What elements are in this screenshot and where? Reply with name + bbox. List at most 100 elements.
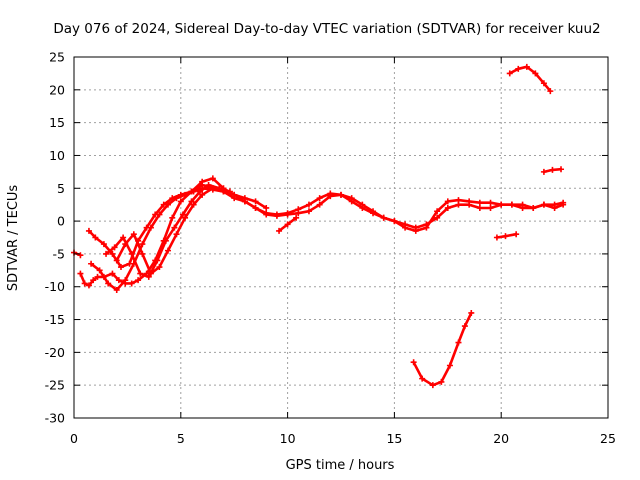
plot-frame: [73, 56, 609, 419]
y-tick-label: -20: [45, 345, 65, 360]
data-point: [284, 210, 291, 217]
data-point: [156, 264, 163, 271]
data-point: [88, 260, 95, 267]
data-point: [519, 201, 526, 208]
y-tick-label: -10: [45, 279, 65, 294]
y-axis-label: SDTVAR / TECUs: [6, 185, 21, 292]
data-point: [434, 208, 441, 215]
data-point: [90, 277, 97, 284]
data-point: [209, 185, 216, 192]
data-point: [316, 195, 323, 202]
data-point: [113, 257, 120, 264]
x-tick-label: 20: [493, 431, 509, 446]
axis-ticks: 0 5 10 15 20 25 -30 -25 -20 -15 -10 -5 0 5 10 15 20 25: [45, 50, 616, 447]
data-point: [391, 218, 398, 225]
data-point: [177, 191, 184, 198]
data-point: [117, 264, 124, 271]
data-point: [226, 188, 233, 195]
data-point: [419, 375, 426, 382]
data-point: [94, 273, 101, 280]
data-point: [466, 198, 473, 205]
data-point: [348, 198, 355, 205]
data-point: [103, 250, 110, 257]
chart-title: Day 076 of 2024, Sidereal Day-to-day VTE…: [53, 21, 600, 37]
data-point: [276, 227, 283, 234]
data-point: [241, 195, 248, 202]
series-track-h: [410, 309, 475, 389]
data-point: [461, 323, 468, 330]
data-point: [359, 204, 366, 211]
data-point: [190, 201, 197, 208]
data-point: [182, 214, 189, 221]
data-point: [305, 201, 312, 208]
data-point: [177, 198, 184, 205]
data-point: [252, 198, 259, 205]
data-point: [135, 277, 142, 284]
data-point: [173, 231, 180, 238]
data-point: [305, 208, 312, 215]
data-point: [558, 166, 565, 173]
data-point: [77, 270, 84, 277]
data-point: [487, 199, 494, 206]
x-tick-label: 15: [386, 431, 402, 446]
data-point: [145, 273, 152, 280]
data-point: [109, 270, 116, 277]
data-point: [493, 234, 500, 241]
y-tick-label: -25: [45, 378, 65, 393]
x-tick-label: 25: [600, 431, 616, 446]
data-point: [263, 210, 270, 217]
data-point: [81, 280, 88, 287]
series-track-g: [276, 214, 300, 234]
data-point: [231, 191, 238, 198]
data-point: [547, 88, 554, 95]
y-tick-label: 5: [57, 181, 65, 196]
data-point: [199, 191, 206, 198]
data-point: [111, 244, 118, 251]
data-point: [160, 201, 167, 208]
data-point: [549, 166, 556, 173]
data-point: [455, 197, 462, 204]
series-line: [508, 65, 552, 93]
data-point: [85, 282, 92, 289]
data-point: [410, 359, 417, 366]
data-point: [380, 214, 387, 221]
series-line: [412, 311, 473, 387]
data-point: [169, 214, 176, 221]
data-point: [532, 70, 539, 77]
data-point: [96, 267, 103, 274]
data-point: [171, 224, 178, 231]
data-point: [139, 241, 146, 248]
data-point: [412, 227, 419, 234]
y-tick-label: 15: [49, 115, 65, 130]
data-point: [252, 204, 259, 211]
data-point: [220, 188, 227, 195]
x-tick-label: 0: [70, 431, 78, 446]
data-point: [338, 191, 344, 198]
data-point: [205, 181, 212, 188]
data-point: [209, 175, 216, 182]
data-point: [540, 80, 547, 87]
data-point: [551, 204, 558, 211]
data-point: [284, 221, 291, 228]
data-point: [179, 211, 186, 218]
data-point: [197, 188, 204, 195]
data-point: [327, 190, 334, 197]
data-point: [122, 277, 129, 284]
data-point: [455, 339, 462, 346]
data-point: [188, 188, 195, 195]
x-tick-label: 10: [280, 431, 296, 446]
data-point: [476, 204, 483, 211]
data-point: [423, 224, 430, 231]
data-point: [139, 250, 146, 257]
data-point: [370, 210, 377, 217]
data-point: [85, 227, 92, 234]
data-point: [434, 214, 441, 221]
data-point: [429, 382, 436, 389]
data-point: [508, 201, 515, 208]
data-point: [502, 233, 509, 240]
series-track-k: [540, 166, 565, 175]
data-point: [487, 204, 494, 211]
data-point: [438, 378, 445, 385]
data-point: [273, 211, 280, 218]
